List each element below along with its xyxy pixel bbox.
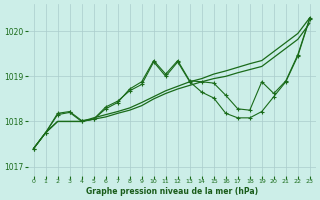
X-axis label: Graphe pression niveau de la mer (hPa): Graphe pression niveau de la mer (hPa) bbox=[86, 187, 258, 196]
